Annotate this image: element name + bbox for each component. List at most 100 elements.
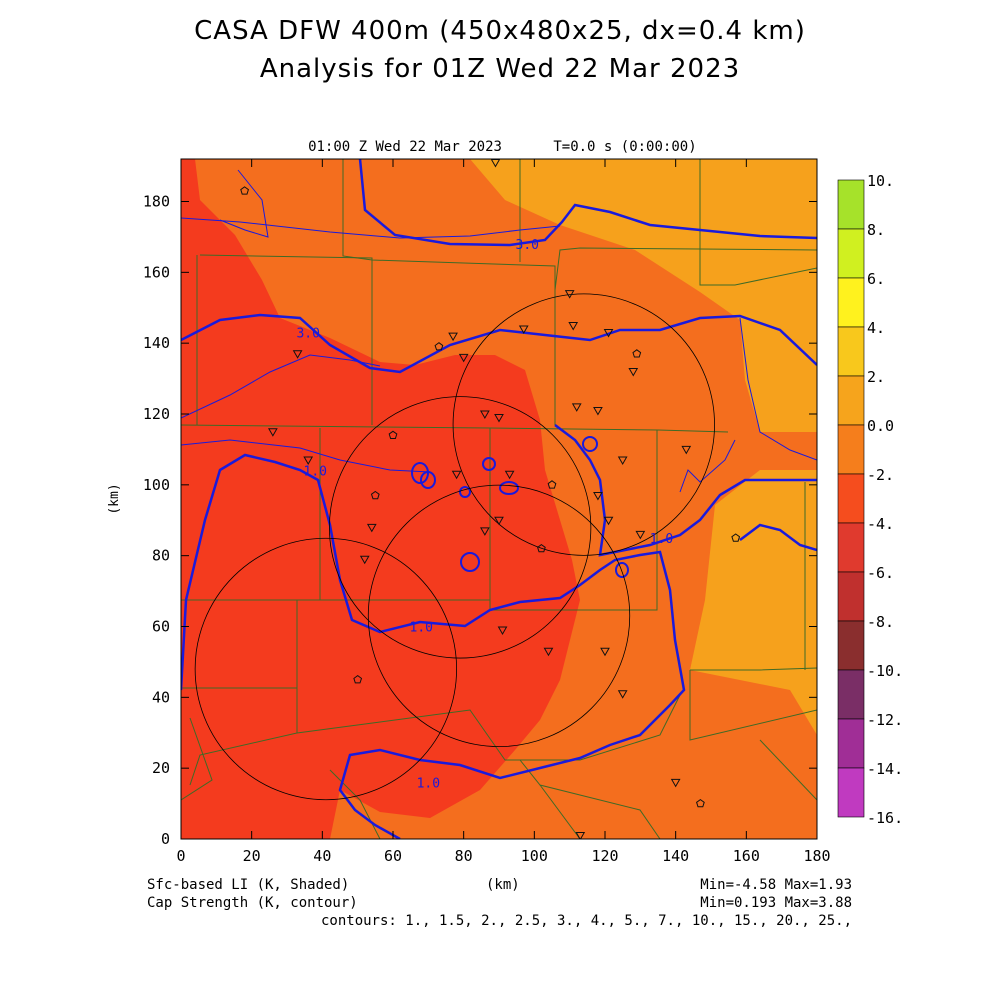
contour-ring: [459, 486, 471, 498]
contour-label: 1.0: [304, 465, 327, 480]
cap-contours: [181, 159, 817, 839]
contour-ring: [582, 436, 598, 452]
colorbar-swatch: [837, 669, 865, 720]
station-pentagon-marker: [388, 430, 398, 439]
contour-ring: [499, 481, 519, 495]
figure-subtitle: Analysis for 01Z Wed 22 Mar 2023: [259, 54, 741, 84]
radar-range-ring: [367, 484, 631, 748]
colorbar-swatch: [837, 228, 865, 279]
contour-2f: [679, 439, 736, 493]
y-tick-label: 80: [152, 547, 170, 565]
radar-range-ring: [328, 396, 592, 659]
station-pentagon-marker: [370, 490, 380, 500]
radar-range-ring: [452, 293, 715, 556]
station-triangle-marker: [571, 403, 582, 412]
y-tick-label: 0: [161, 830, 170, 848]
y-tick-label: 180: [143, 193, 170, 211]
colorbar-swatch: [837, 473, 865, 524]
contour-ring: [615, 562, 629, 578]
contour-1: [181, 453, 686, 839]
x-tick-label: 120: [591, 847, 618, 865]
contour-3b: [181, 313, 817, 374]
station-triangle-marker: [617, 456, 628, 466]
colorbar-label: -10.: [867, 662, 903, 680]
contour-label: 1.0: [650, 532, 673, 547]
station-pentagon-marker: [731, 533, 741, 542]
station-triangle-marker: [670, 778, 681, 788]
colorbar-label: 0.0: [867, 417, 894, 435]
station-triangle-marker: [494, 516, 504, 526]
contour-levels: contours: 1., 1.5, 2., 2.5, 3., 4., 5., …: [320, 913, 852, 929]
colorbar-swatch: [837, 767, 865, 818]
station-triangle-marker: [480, 527, 490, 536]
contour-ring: [420, 471, 436, 489]
contour-ring: [460, 552, 480, 572]
station-triangle-marker: [575, 831, 586, 839]
x-axis-label: (km): [486, 877, 520, 893]
x-tick-label: 0: [176, 847, 185, 865]
colorbar-swatch: [837, 277, 865, 328]
figure-title: CASA DFW 400m (450x480x25, dx=0.4 km): [194, 16, 806, 46]
station-triangle-marker: [359, 555, 370, 565]
x-tick-label: 80: [455, 847, 473, 865]
x-tick-label: 180: [803, 847, 830, 865]
contour-label: 1.0: [410, 621, 433, 636]
y-tick-label: 120: [143, 405, 170, 423]
station-triangle-marker: [268, 428, 278, 437]
colorbar-swatch: [837, 375, 865, 426]
colorbar-swatch: [837, 424, 865, 475]
county-line: [189, 688, 298, 786]
county-line: [519, 759, 661, 839]
station-pentagon-marker: [547, 480, 557, 489]
colorbar-label: -16.: [867, 809, 903, 827]
colorbar: 10. 8. 6. 4. 2. 0.0 -2. -4. -6. -8. -10. -12. -14. -1…: [837, 172, 903, 827]
y-tick-label: 20: [152, 759, 170, 777]
contour-2d: [739, 317, 817, 461]
contour-label: 3.0: [296, 327, 319, 342]
colorbar-label: 6.: [867, 270, 885, 288]
county-line: [690, 667, 817, 671]
y-tick-label: 40: [152, 688, 170, 706]
station-triangle-marker: [494, 414, 504, 423]
station-triangle-marker: [480, 410, 490, 420]
colorbar-swatch: [837, 522, 865, 573]
county-line: [699, 159, 817, 286]
legend-contour: Cap Strength (K, contour): [147, 895, 358, 911]
plot-frame: [180, 158, 818, 840]
station-triangle-marker: [635, 530, 646, 540]
station-triangle-marker: [617, 690, 628, 699]
county-line: [539, 784, 581, 839]
legend-shaded: Sfc-based LI (K, Shaded): [147, 877, 350, 893]
contour-1c: [739, 523, 817, 552]
station-triangle-marker: [504, 470, 515, 480]
x-tick-label: 140: [662, 847, 689, 865]
colorbar-swatch: [837, 326, 865, 377]
contour-label: 3.0: [516, 238, 539, 253]
county-line: [689, 670, 817, 741]
y-axis-label: (km): [107, 483, 122, 514]
contour-labels: 3.0 3.0 1.0 1.0 1.0 1.0: [296, 238, 673, 791]
station-triangle-marker: [603, 516, 614, 526]
county-line: [759, 739, 817, 801]
contour-2: [181, 217, 561, 239]
y-tick-label: 160: [143, 263, 170, 281]
colorbar-label: 8.: [867, 221, 885, 239]
colorbar-label: 4.: [867, 319, 885, 337]
station-triangle-marker: [366, 523, 377, 533]
station-triangle-marker: [448, 332, 458, 342]
radar-range-ring: [194, 537, 458, 801]
contour-minmax: Min=0.193 Max=3.88: [700, 895, 852, 911]
plot-time: 01:00 Z Wed 22 Mar 2023: [308, 139, 502, 155]
station-markers: [240, 159, 741, 839]
y-tick-label: 100: [143, 476, 170, 494]
contour-1b: [554, 424, 817, 557]
x-tick-label: 100: [521, 847, 548, 865]
x-tick-label: 40: [313, 847, 331, 865]
colorbar-swatch: [837, 571, 865, 622]
axes: 0 20 40 60 80 100 120 140 160 180 0 20 40 60 80 100 120 1…: [143, 159, 831, 865]
station-triangle-marker: [568, 321, 579, 331]
li-shade-minus4: [181, 159, 580, 839]
station-triangle-marker: [458, 353, 469, 363]
model-time: T=0.0 s (0:00:00): [553, 139, 696, 155]
